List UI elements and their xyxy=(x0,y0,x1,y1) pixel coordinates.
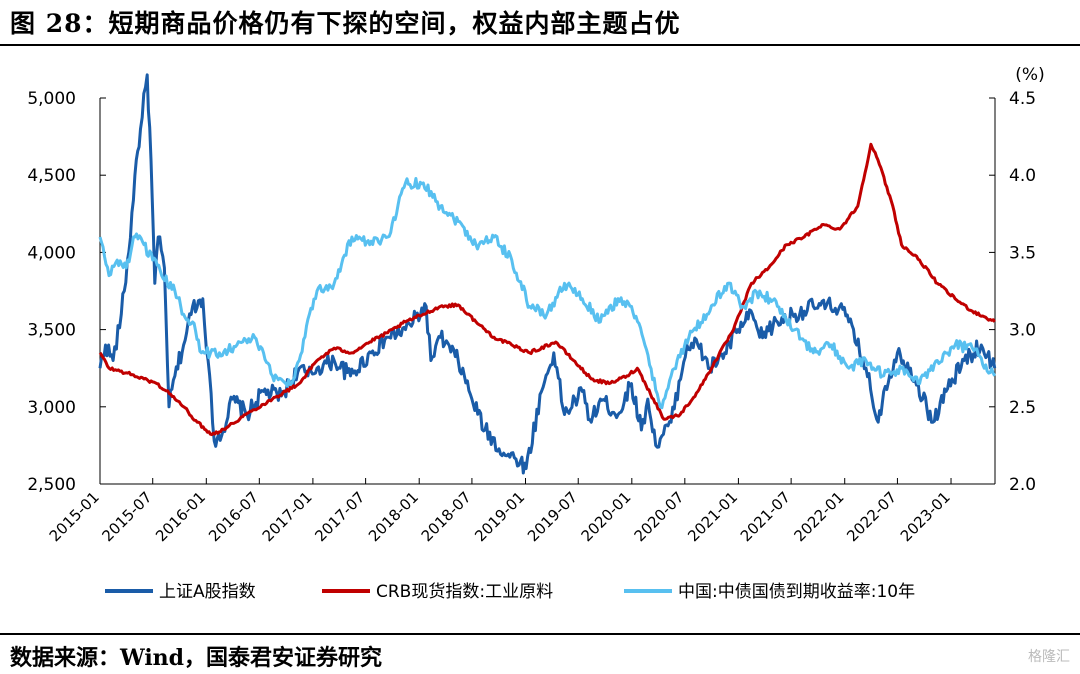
x-tick-label: 2018-01 xyxy=(365,488,422,545)
left-tick-label: 5,000 xyxy=(27,89,76,109)
right-tick-label: 2.5 xyxy=(1009,398,1036,418)
x-tick-label: 2015-07 xyxy=(98,488,155,545)
series-line-3 xyxy=(98,177,997,410)
left-tick-label: 3,000 xyxy=(27,398,76,418)
right-tick-label: 2.0 xyxy=(1009,475,1036,495)
x-tick-label: 2022-01 xyxy=(790,488,847,545)
left-tick-label: 4,500 xyxy=(27,166,76,186)
chart: 2,500 3,000 3,500 4,000 4,500 5,000 2.0 2.5 3.0 3… xyxy=(27,65,1044,602)
series-layer xyxy=(98,73,997,475)
x-tick-label: 2017-07 xyxy=(311,488,368,545)
left-tick-label: 2,500 xyxy=(27,475,76,495)
x-tick-label: 2021-01 xyxy=(684,488,741,545)
x-tick-label: 2019-07 xyxy=(524,488,581,545)
x-tick-label: 2015-01 xyxy=(46,488,103,545)
legend-label-1: 上证A股指数 xyxy=(159,582,256,602)
right-tick-label: 3.5 xyxy=(1009,243,1036,263)
legend: 上证A股指数 CRB现货指数:工业原料 中国:中债国债到期收益率:10年 xyxy=(105,582,915,602)
series-line-2 xyxy=(98,142,996,437)
x-tick-label: 2016-01 xyxy=(152,488,209,545)
right-tick-label: 3.0 xyxy=(1009,321,1036,341)
left-tick-label: 3,500 xyxy=(27,321,76,341)
right-axis-unit: (%) xyxy=(1015,65,1044,85)
source-rule xyxy=(0,633,1080,635)
plot-frame xyxy=(99,98,996,485)
chart-title: 图 28：短期商品价格仍有下探的空间，权益内部主题占优 xyxy=(10,9,681,38)
series-line-1 xyxy=(98,73,997,475)
source-note: 数据来源：Wind，国泰君安证券研究 xyxy=(10,645,383,671)
left-tick-label: 4,000 xyxy=(27,243,76,263)
legend-label-3: 中国:中债国债到期收益率:10年 xyxy=(678,582,915,602)
right-tick-label: 4.5 xyxy=(1009,89,1036,109)
x-tick-label: 2017-01 xyxy=(259,488,316,545)
right-tick-label: 4.0 xyxy=(1009,166,1036,186)
x-tick-label: 2018-07 xyxy=(418,488,475,545)
x-tick-label: 2021-07 xyxy=(737,488,794,545)
legend-label-2: CRB现货指数:工业原料 xyxy=(376,582,553,602)
title-rule xyxy=(0,44,1080,46)
x-tick-label: 2020-01 xyxy=(578,488,635,545)
x-tick-label: 2022-07 xyxy=(843,488,900,545)
x-tick-label: 2019-01 xyxy=(471,488,528,545)
x-tick-label: 2020-07 xyxy=(631,488,688,545)
x-tick-label: 2016-07 xyxy=(205,488,262,545)
watermark: 格隆汇 xyxy=(1028,649,1070,665)
x-tick-label: 2023-01 xyxy=(897,488,954,545)
